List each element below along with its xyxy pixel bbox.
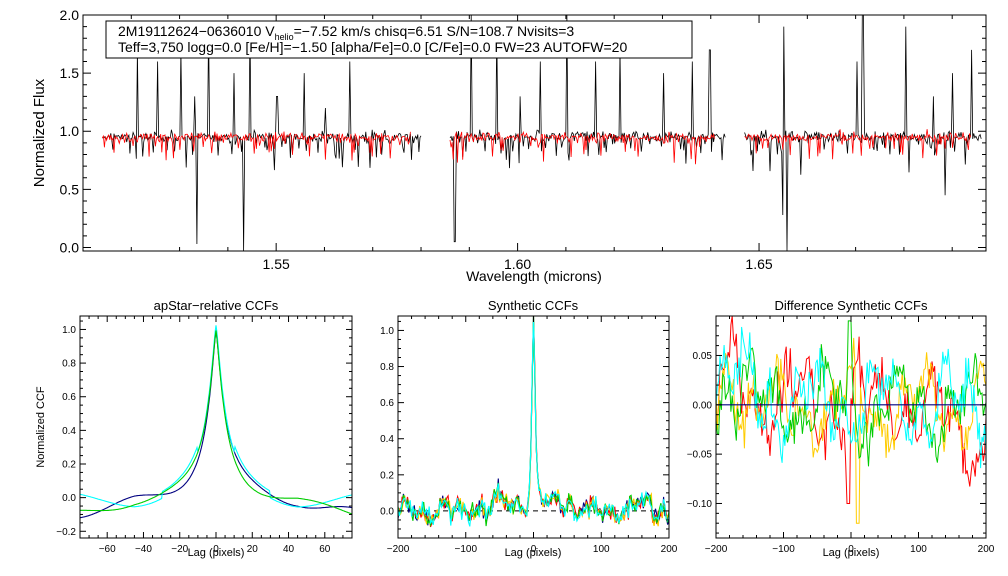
spectrum-xtick-label: 1.60 xyxy=(504,256,531,272)
synthetic-ticks: −200 −100 0 100 200 0.0 0.2 0.4 0.6 0.8 1.0 xyxy=(380,316,678,555)
spectrum-ytick-label: 1.5 xyxy=(60,65,80,81)
info-box: 2M19112624−0636010 Vhelio=−7.52 km/s chi… xyxy=(105,20,693,59)
spectrum-xlabel: Wavelength (microns) xyxy=(466,268,602,284)
apstar-ytick-label: 0.8 xyxy=(62,359,76,370)
apstar-ytick-label: 0.0 xyxy=(62,493,76,504)
apstar-xtick-label: −20 xyxy=(171,544,188,555)
apstar-xtick-label: 40 xyxy=(283,544,295,555)
spectrum-axes-frame xyxy=(82,14,987,252)
apstar-ticks: −60 −40 −20 0 20 40 60 −0.2 0.0 0.2 0.4 0.6 0.8 1.0 xyxy=(56,316,353,555)
difference-series-visit-4 xyxy=(715,326,987,469)
apstar-ytick-label: 1.0 xyxy=(62,325,76,336)
synthetic-ytick-label: 0.0 xyxy=(380,506,394,517)
spectrum-ytick-label: 2.0 xyxy=(60,7,80,23)
difference-xtick-label: 200 xyxy=(978,544,995,555)
apstar-xtick-label: −60 xyxy=(99,544,116,555)
apstar-xtick-label: 60 xyxy=(319,544,331,555)
synthetic-xtick-label: 0 xyxy=(531,544,537,555)
observed-spectrum-segment xyxy=(102,26,422,252)
difference-ccf-panel: −200 −100 0 100 200 −0.10 −0.05 0.00 0.05 Differ… xyxy=(687,298,995,559)
synthetic-ytick-label: 0.8 xyxy=(380,362,394,373)
spectrum-ytick-label: 0.5 xyxy=(60,181,80,197)
synthetic-ytick-label: 0.4 xyxy=(380,434,394,445)
spectrum-ticks: 1.55 1.60 1.65 0.0 0.5 1.0 1.5 2.0 xyxy=(60,7,986,272)
apstar-ccf-data xyxy=(79,325,353,519)
spectrum-ytick-label: 1.0 xyxy=(60,123,80,139)
difference-ytick-label: −0.10 xyxy=(687,499,713,510)
spectrum-ylabel: Normalized Flux xyxy=(31,78,48,187)
spectrum-xtick-label: 1.65 xyxy=(745,256,772,272)
apstar-xtick-label: 20 xyxy=(247,544,259,555)
difference-ytick-label: −0.05 xyxy=(687,450,713,461)
apstar-ytick-label: 0.6 xyxy=(62,392,76,403)
model-spectrum-segment xyxy=(449,130,715,165)
info-box-frame xyxy=(105,20,693,59)
apstar-ylabel: Normalized CCF xyxy=(35,386,47,468)
apstar-ccf-panel: −60 −40 −20 0 20 40 60 −0.2 0.0 0.2 0.4 0.6 0.8 1.0 a… xyxy=(35,298,353,559)
synthetic-xtick-label: 100 xyxy=(593,544,610,555)
apstar-ytick-label: −0.2 xyxy=(56,527,76,538)
synthetic-ytick-label: 1.0 xyxy=(380,326,394,337)
apstar-xlabel: Lag (pixels) xyxy=(188,547,245,559)
synthetic-ytick-label: 0.6 xyxy=(380,398,394,409)
synthetic-title: Synthetic CCFs xyxy=(488,298,579,313)
difference-series-visit-1 xyxy=(715,315,987,504)
model-spectrum-segment xyxy=(744,129,971,160)
apstar-series-visit-3 xyxy=(80,330,353,515)
apstar-ytick-label: 0.2 xyxy=(62,460,76,471)
model-spectrum-segment xyxy=(101,131,411,161)
synthetic-xtick-label: −200 xyxy=(387,544,410,555)
difference-xlabel: Lag (pixels) xyxy=(823,547,880,559)
difference-ytick-label: 0.05 xyxy=(693,351,713,362)
info-line-1: 2M19112624−0636010 Vhelio=−7.52 km/s chi… xyxy=(118,23,574,42)
apstar-xtick-label: 0 xyxy=(213,544,219,555)
difference-title: Difference Synthetic CCFs xyxy=(775,298,928,313)
synthetic-xtick-label: −100 xyxy=(454,544,477,555)
synthetic-ytick-label: 0.2 xyxy=(380,470,394,481)
apstar-title: apStar−relative CCFs xyxy=(154,298,279,313)
info-line-2: Teff=3,750 logg=0.0 [Fe/H]=−1.50 [alpha/… xyxy=(118,39,627,55)
apstar-xtick-label: −40 xyxy=(135,544,152,555)
difference-ticks: −200 −100 0 100 200 −0.10 −0.05 0.00 0.05 xyxy=(687,315,995,555)
spectrum-data xyxy=(101,14,982,252)
spectrum-xtick-label: 1.55 xyxy=(263,256,290,272)
synthetic-xtick-label: 200 xyxy=(661,544,678,555)
difference-ccf-data xyxy=(715,315,987,524)
difference-ytick-label: 0.00 xyxy=(693,400,713,411)
spectrum-ytick-label: 0.0 xyxy=(60,239,80,255)
spectrum-panel: 1.55 1.60 1.65 0.0 0.5 1.0 1.5 2.0 Wavelength (… xyxy=(31,7,987,284)
difference-xtick-label: −200 xyxy=(705,544,728,555)
apstar-series-visit-2 xyxy=(79,325,353,508)
difference-xtick-label: 0 xyxy=(848,544,854,555)
apstar-ytick-label: 0.4 xyxy=(62,426,76,437)
difference-xtick-label: −100 xyxy=(772,544,795,555)
synthetic-xlabel: Lag (pixels) xyxy=(505,547,562,559)
difference-xtick-label: 100 xyxy=(910,544,927,555)
synthetic-ccf-panel: −200 −100 0 100 200 0.0 0.2 0.4 0.6 0.8 1.0 Synthe… xyxy=(380,298,678,559)
